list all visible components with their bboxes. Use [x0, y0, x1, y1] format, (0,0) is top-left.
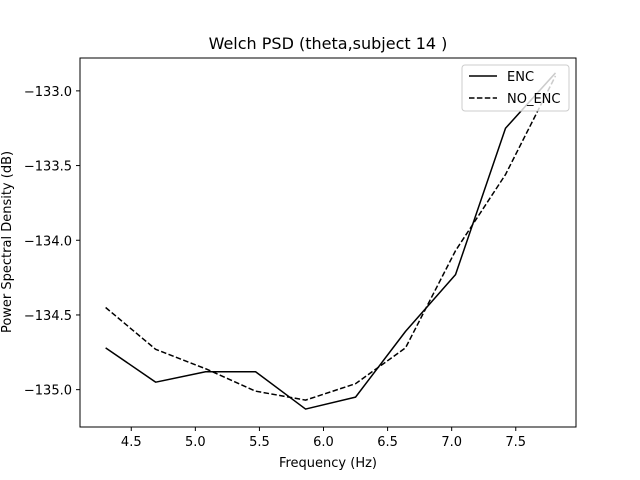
- x-tick-label: 4.5: [121, 435, 142, 450]
- plot-area: [79, 57, 577, 428]
- legend-label-no-enc: NO_ENC: [507, 92, 560, 107]
- y-tick-label: −133.5: [24, 160, 72, 175]
- series-line-enc: [105, 72, 557, 410]
- y-tick-label: −134.5: [24, 309, 72, 324]
- chart-title: Welch PSD (theta,subject 14 ): [209, 34, 448, 53]
- series-layer: [105, 72, 557, 410]
- y-tick-label: −134.0: [24, 234, 72, 249]
- x-tick-label: 6.0: [313, 435, 334, 450]
- x-axis-label: Frequency (Hz): [279, 456, 377, 471]
- series-line-no-enc: [105, 75, 557, 401]
- x-tick-label: 5.0: [185, 435, 206, 450]
- x-tick-label: 6.5: [377, 435, 398, 450]
- y-axis-label: Power Spectral Density (dB): [0, 151, 15, 333]
- y-tick-label: −133.0: [24, 85, 72, 100]
- x-tick-label: 7.0: [441, 435, 462, 450]
- y-axis-ticks: −133.0 −133.5 −134.0 −134.5 −135.0: [24, 85, 80, 399]
- x-tick-label: 5.5: [249, 435, 270, 450]
- y-tick-label: −135.0: [24, 384, 72, 399]
- legend-label-enc: ENC: [507, 70, 534, 85]
- legend: ENC NO_ENC: [461, 64, 570, 112]
- x-axis-ticks: 4.5 5.0 5.5 6.0 6.5 7.0 7.5: [121, 427, 526, 450]
- plot-frame: [79, 57, 577, 428]
- x-tick-label: 7.5: [505, 435, 526, 450]
